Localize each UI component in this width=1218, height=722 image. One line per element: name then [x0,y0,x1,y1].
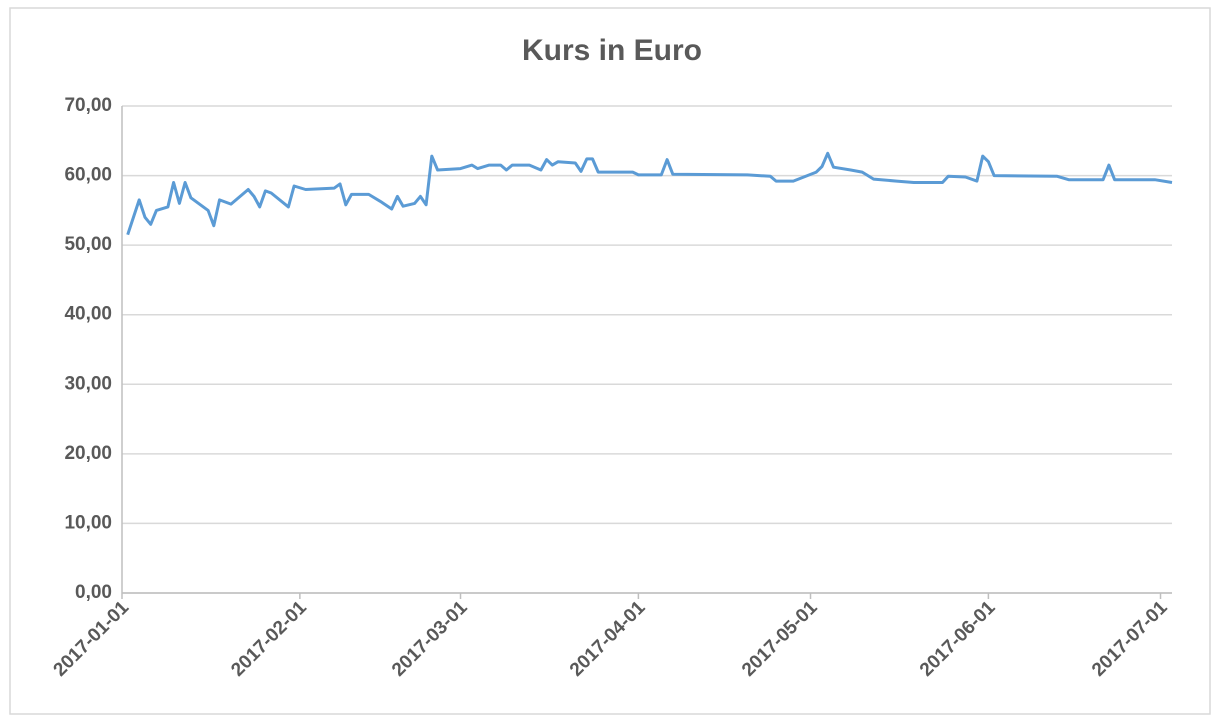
y-tick-label: 70,00 [64,95,112,116]
y-tick-label: 10,00 [64,512,112,533]
chart-border [9,7,1211,715]
y-tick-label: 0,00 [75,582,112,603]
line-series [126,151,1173,236]
y-tick-label: 50,00 [64,234,112,255]
y-tick-label: 20,00 [64,443,112,464]
y-tick-label: 30,00 [64,373,112,394]
y-tick-label: 60,00 [64,165,112,186]
y-tick-label: 40,00 [64,304,112,325]
chart-title: Kurs in Euro [522,34,702,67]
